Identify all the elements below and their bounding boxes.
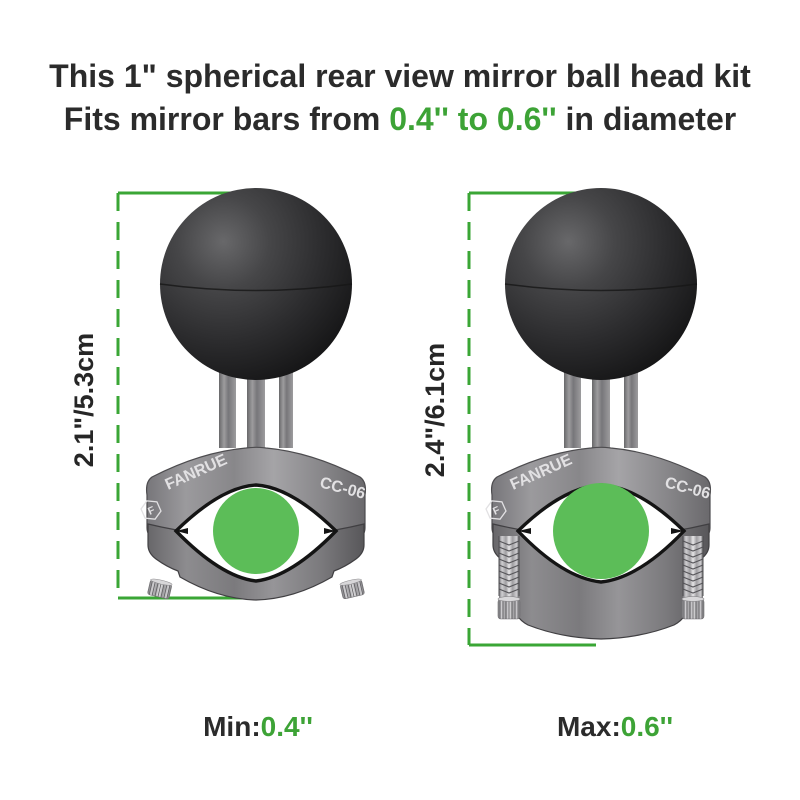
- svg-text:2.4"/6.1cm: 2.4"/6.1cm: [420, 343, 450, 477]
- svg-text:2.1"/5.3cm: 2.1"/5.3cm: [69, 333, 99, 467]
